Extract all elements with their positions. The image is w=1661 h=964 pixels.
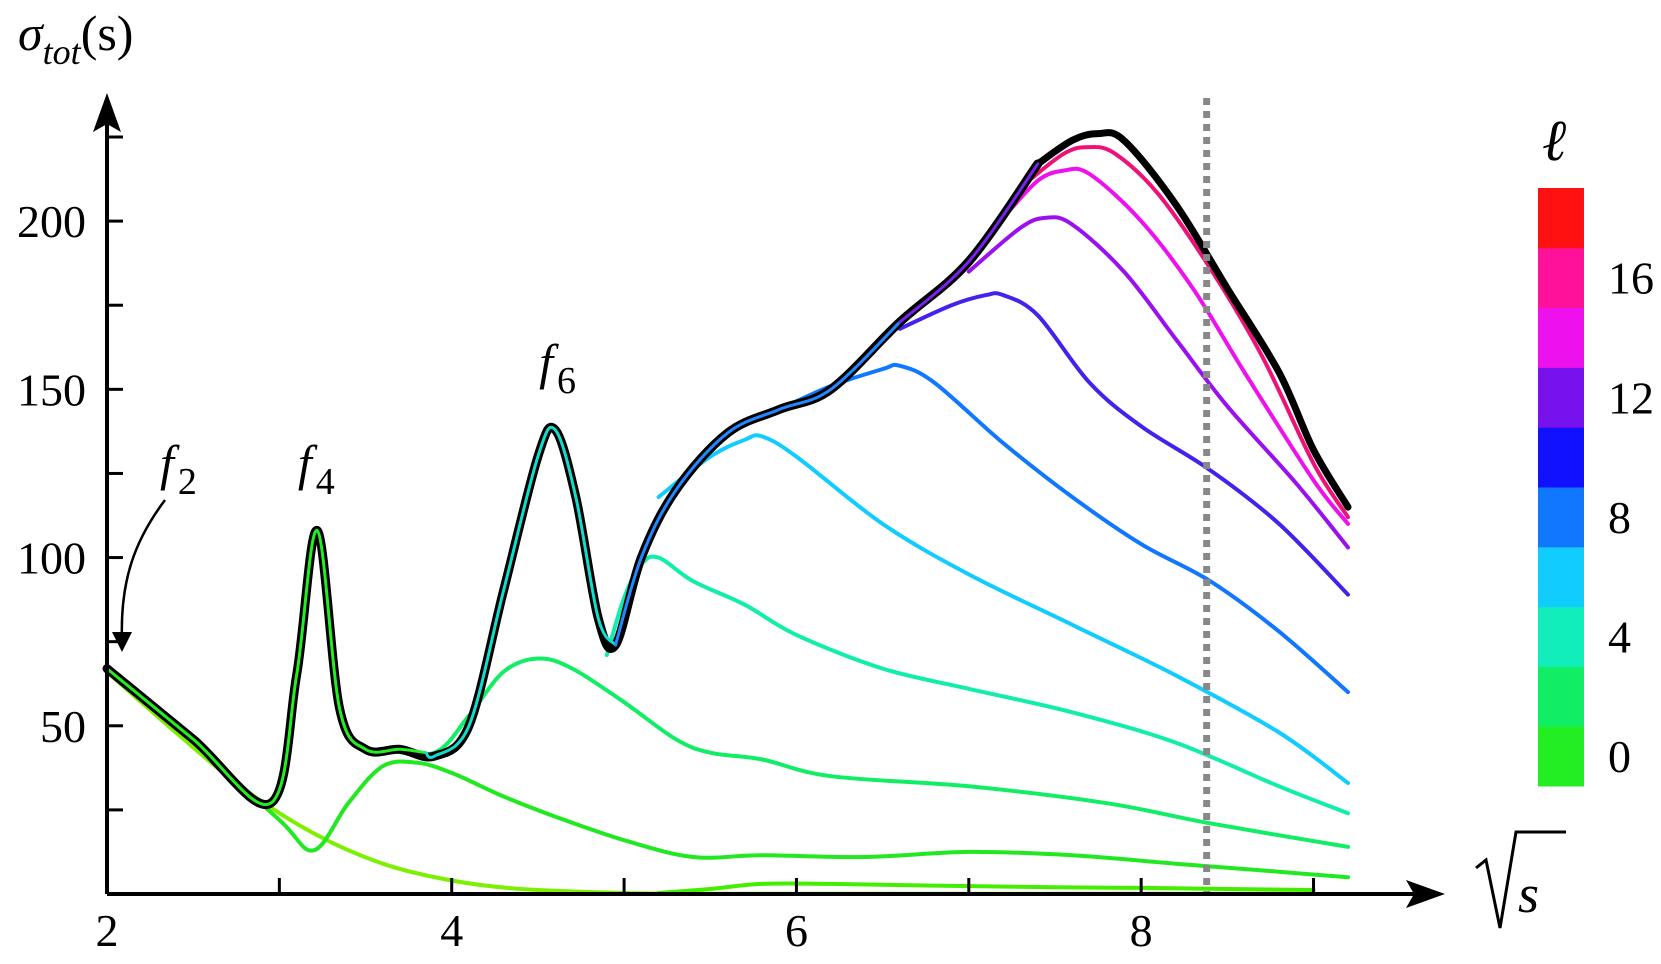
colorbar: 0 4 8 12 16 ℓ [1538,108,1654,787]
colorbar-segment [1538,188,1584,249]
series-line-10 [1018,145,1350,520]
colorbar-segment [1538,666,1584,727]
series-line-2 [105,666,1350,880]
x-tick-label: 6 [785,905,808,956]
series-line-3 [380,656,1350,849]
colorbar-segment [1538,487,1584,548]
series-line-5 [656,433,1350,785]
x-tick-label: 2 [96,905,119,956]
colorbar-segment [1538,427,1584,488]
x-axis-arrow-icon [1406,880,1445,908]
y-axis-label-arg: (s) [81,5,134,61]
colorbar-segment [1538,247,1584,309]
series-line-6 [777,362,1350,695]
colorbar-segment [1538,546,1584,608]
series-line-13 [105,529,428,807]
series-line-1 [656,881,1316,895]
annotation-layer: f 2 f 4 f 6 [160,334,576,503]
colorbar-tick-label: 16 [1608,253,1654,304]
radical-sign-icon [1475,830,1566,929]
series-line-15 [614,320,902,647]
y-tick-label: 50 [40,701,86,752]
series-line-14 [424,425,617,759]
y-axis-label: σtot(s) [18,5,133,72]
colorbar-segment [1538,307,1584,368]
colorbar-segment [1538,367,1584,428]
series-layer [102,129,1352,896]
colorbar-label: ℓ [1542,108,1566,173]
series-line-16 [898,162,1040,324]
axes-layer: 2 4 6 8 50 100 150 200 [17,93,1445,956]
colorbar-segment [1538,726,1584,787]
series-line-4 [604,554,1350,816]
series-line-11 [1034,129,1352,511]
colorbar-tick-label: 12 [1608,372,1654,423]
colorbar-tick-label: 8 [1608,492,1631,543]
colorbar-tick-label: 4 [1608,612,1631,663]
x-tick-label: 4 [440,905,463,956]
x-tick-label: 8 [1130,905,1153,956]
y-tick-label: 100 [17,533,86,584]
x-axis-label: s [1475,830,1566,929]
series-line-9 [1001,166,1350,526]
colorbar-segment [1538,606,1584,667]
y-tick-label: 150 [17,364,86,415]
series-line-8 [966,215,1350,550]
y-axis-arrow-icon [93,93,121,132]
series-line-7 [897,291,1350,597]
y-tick-label: 200 [17,196,86,247]
colorbar-tick-label: 0 [1608,731,1631,782]
y-axis-label-base: σ [18,5,45,61]
f2-arrowhead-icon [112,632,132,652]
f2-arrow-icon [120,499,167,641]
y-axis-label-sub: tot [43,32,82,72]
x-axis-label-radicand: s [1518,864,1539,924]
